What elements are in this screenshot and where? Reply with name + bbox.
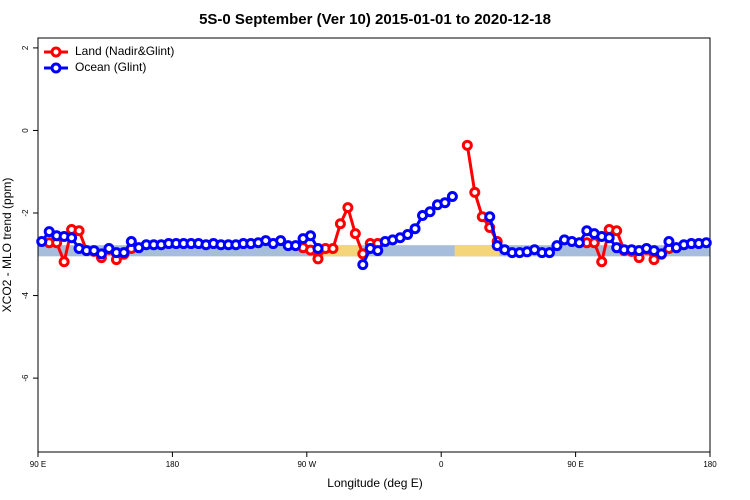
data-point [424, 206, 436, 218]
data-point [461, 139, 473, 151]
legend-marker [50, 46, 62, 58]
data-point [305, 230, 317, 242]
y-tick-label: -2 [21, 209, 30, 217]
data-point [372, 245, 384, 257]
highlight-span [454, 245, 500, 257]
legend-label: Land (Nadir&Glint) [75, 44, 174, 58]
data-point [402, 228, 414, 240]
y-axis-label: XCO2 - MLO trend (ppm) [0, 178, 14, 313]
x-tick-label: 90 E [567, 460, 583, 469]
data-point [342, 202, 354, 214]
data-point [357, 259, 369, 271]
x-tick-label: 180 [166, 460, 180, 469]
data-point [73, 225, 85, 237]
data-point [125, 235, 137, 247]
data-point [596, 256, 608, 268]
data-point [469, 186, 481, 198]
data-point [543, 247, 555, 259]
data-point [334, 218, 346, 230]
y-tick-label: -4 [21, 291, 30, 299]
legend-label: Ocean (Glint) [75, 60, 146, 74]
data-point [58, 256, 70, 268]
data-point [118, 247, 130, 259]
data-point [312, 253, 324, 265]
data-point [409, 223, 421, 235]
data-point [655, 248, 667, 260]
data-point [551, 240, 563, 252]
data-point [446, 191, 458, 203]
data-point [439, 197, 451, 209]
data-point [66, 232, 78, 244]
data-point [588, 237, 600, 249]
data-point [611, 225, 623, 237]
data-point [312, 243, 324, 255]
x-tick-label: 90 E [30, 460, 46, 469]
data-point [275, 235, 287, 247]
data-point [290, 240, 302, 252]
data-point [603, 232, 615, 244]
highlight-span [320, 245, 361, 257]
data-point [349, 228, 361, 240]
data-point [663, 235, 675, 247]
y-tick-label: 0 [21, 128, 30, 133]
y-tick-label: -6 [21, 374, 30, 382]
data-point [95, 248, 107, 260]
y-tick-label: 2 [21, 45, 30, 50]
data-point [36, 235, 48, 247]
chart-title: 5S-0 September (Ver 10) 2015-01-01 to 20… [199, 11, 551, 28]
data-point [573, 237, 585, 249]
x-axis-label: Longitude (deg E) [327, 476, 422, 490]
data-point [327, 243, 339, 255]
x-tick-label: 90 W [297, 460, 316, 469]
data-point [700, 237, 712, 249]
legend-marker [50, 62, 62, 74]
x-tick-label: 0 [439, 460, 444, 469]
x-tick-label: 180 [703, 460, 717, 469]
data-point [484, 211, 496, 223]
